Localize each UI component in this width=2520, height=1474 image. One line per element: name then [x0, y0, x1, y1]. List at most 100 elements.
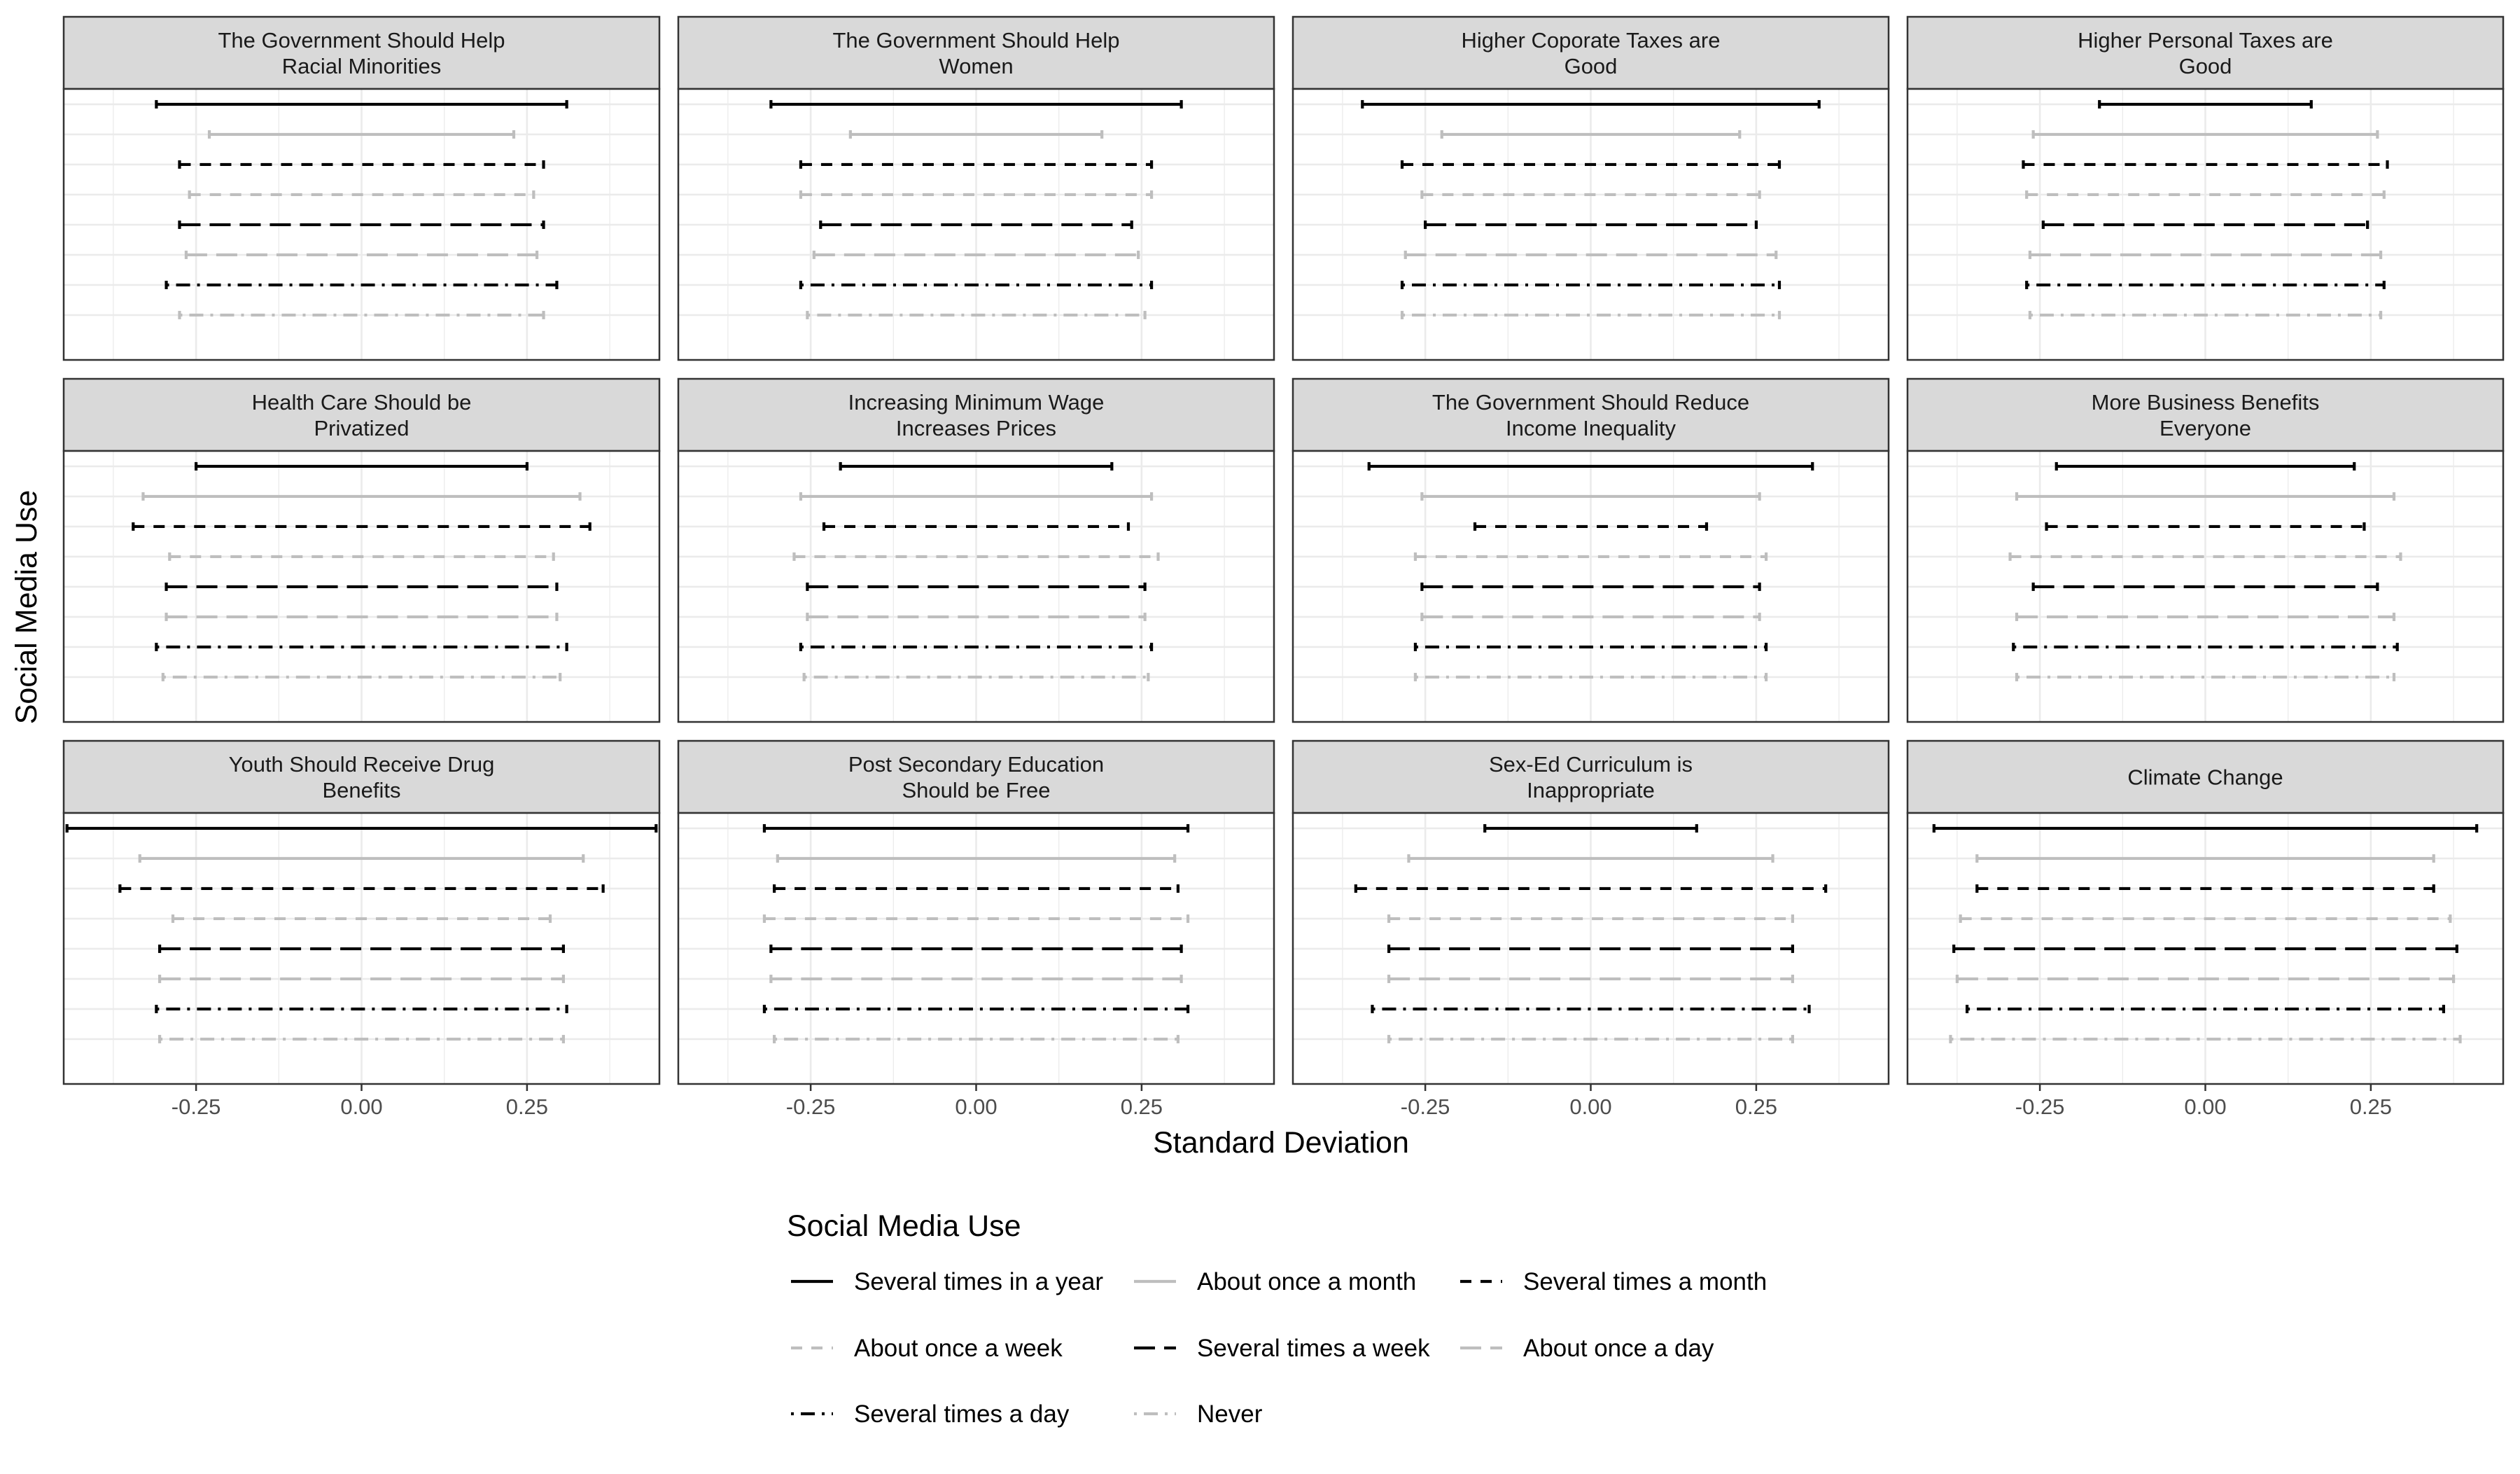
error-bar: [769, 99, 1183, 109]
legend-item: Several times a day: [791, 1400, 1070, 1428]
error-bar: [141, 492, 582, 501]
facet-strip: [1292, 15, 1890, 90]
error-bar: [802, 672, 1150, 681]
y-axis-title: Social Media Use: [10, 490, 43, 725]
error-bar: [1440, 130, 1742, 139]
error-bar: [799, 190, 1154, 199]
error-bar: [1420, 612, 1761, 621]
error-bar: [1949, 1034, 2462, 1043]
facet-title-line: The Government Should Help: [832, 28, 1119, 53]
legend-item: Several times in a year: [791, 1268, 1103, 1295]
error-bar: [822, 522, 1130, 531]
error-bar: [799, 492, 1154, 501]
error-bar: [1387, 974, 1794, 983]
error-bar: [164, 280, 559, 289]
x-tick-label: 0.25: [2350, 1094, 2392, 1119]
error-bar: [799, 280, 1154, 289]
error-bar: [769, 944, 1183, 953]
facet-strip: [1906, 739, 2505, 814]
error-bar: [2015, 492, 2396, 501]
error-bar: [812, 250, 1140, 259]
error-bar: [839, 461, 1114, 471]
legend-item: About once a day: [1460, 1335, 1714, 1362]
facet-title-line: Benefits: [322, 778, 400, 802]
facet-title-line: Women: [939, 54, 1013, 78]
error-bar: [1400, 160, 1782, 169]
error-bar: [792, 552, 1160, 561]
x-tick-label: 0.25: [1121, 1094, 1163, 1119]
error-bar: [2031, 582, 2379, 591]
error-bar: [776, 854, 1177, 863]
facet-title-line: The Government Should Help: [218, 28, 505, 53]
error-bar: [138, 854, 585, 863]
x-tick-label: -0.25: [786, 1094, 836, 1119]
legend-label: About once a month: [1197, 1268, 1416, 1295]
facet-panel: Climate Change -0.25 0.00 0.25: [1906, 739, 2505, 1119]
legend-label: Several times a day: [854, 1400, 1070, 1428]
facet-title-line: Racial Minorities: [282, 54, 441, 78]
legend-label: About once a week: [854, 1335, 1063, 1362]
error-bar: [178, 220, 545, 229]
legend-item: Several times a month: [1460, 1268, 1767, 1295]
error-bar: [1424, 220, 1758, 229]
error-bar: [1959, 914, 2452, 923]
legend-title: Social Media Use: [787, 1209, 1021, 1243]
error-bar: [1483, 823, 1698, 833]
error-bar: [158, 1034, 565, 1043]
error-bar: [848, 130, 1104, 139]
facet-strip: [62, 377, 661, 452]
panel-border: [62, 450, 661, 723]
legend-item: About once a week: [791, 1335, 1063, 1362]
error-bar: [2025, 190, 2386, 199]
error-bar: [1952, 944, 2458, 953]
panel-border: [677, 450, 1275, 723]
error-bar: [1400, 280, 1782, 289]
error-bar: [2028, 310, 2383, 319]
facet-title-line: Privatized: [314, 416, 409, 440]
error-bar: [2045, 522, 2366, 531]
error-bar: [1367, 461, 1814, 471]
facet-strip: [677, 739, 1275, 814]
error-bar: [799, 160, 1154, 169]
error-bar: [1420, 492, 1761, 501]
legend-label: About once a day: [1523, 1335, 1714, 1362]
error-bar: [762, 823, 1190, 833]
facet-title-line: Higher Personal Taxes are: [2078, 28, 2333, 53]
error-bar: [2054, 461, 2356, 471]
error-bar: [164, 582, 559, 591]
legend-label: Never: [1197, 1400, 1263, 1428]
facet-title-line: Climate Change: [2127, 765, 2283, 790]
error-bar: [773, 884, 1180, 893]
legend-label: Several times in a year: [854, 1268, 1103, 1295]
panel-border: [1906, 88, 2505, 361]
facet-strip: [1292, 739, 1890, 814]
error-bar: [155, 1004, 568, 1013]
facet-title-line: Good: [1564, 54, 1618, 78]
facet-title-line: Everyone: [2160, 416, 2251, 440]
x-tick-label: -0.25: [172, 1094, 221, 1119]
error-bar: [1413, 552, 1768, 561]
error-bar: [2015, 612, 2396, 621]
error-bar: [132, 522, 592, 531]
facet-title-line: Income Inequality: [1506, 416, 1676, 440]
error-bar: [1955, 974, 2456, 983]
x-axis-title: Standard Deviation: [1153, 1126, 1409, 1160]
error-bar: [2012, 642, 2399, 651]
facet-strip: [62, 739, 661, 814]
error-bar: [1387, 944, 1794, 953]
error-bar: [2098, 99, 2313, 109]
facet-title-line: Post Secondary Education: [848, 752, 1104, 777]
error-bar: [2031, 130, 2379, 139]
facet-title-line: The Government Should Reduce: [1432, 390, 1749, 415]
error-bar: [1354, 884, 1828, 893]
error-bar: [1407, 854, 1774, 863]
